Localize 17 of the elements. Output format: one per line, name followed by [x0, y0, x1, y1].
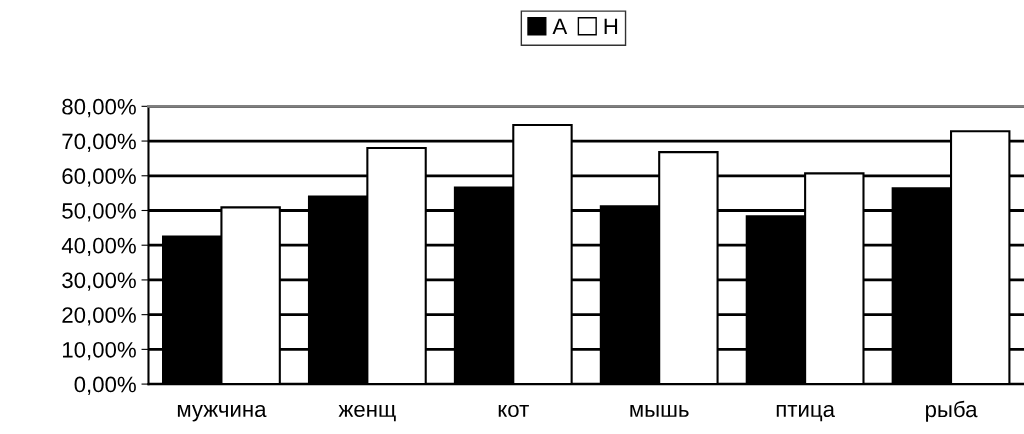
- y-tick-label: 50,00%: [62, 203, 136, 222]
- y-tick-label: 0,00%: [74, 376, 136, 395]
- x-tick-label: кот: [498, 404, 529, 418]
- y-tick-label: 80,00%: [62, 98, 136, 118]
- x-tick-label: мышь: [630, 405, 689, 417]
- y-tick-label: 20,00%: [62, 307, 136, 326]
- x-tick-label: птица: [776, 404, 835, 422]
- legend-label: А: [552, 18, 568, 34]
- x-tick-label: женщ: [338, 404, 396, 422]
- y-tick-label: 70,00%: [62, 133, 136, 152]
- x-tick-label: рыба: [926, 400, 978, 422]
- x-tick-label: мужчина: [177, 404, 267, 422]
- y-tick-label: 60,00%: [62, 168, 136, 187]
- y-tick-label: 30,00%: [62, 272, 136, 291]
- legend-label: Н: [604, 18, 618, 34]
- y-tick-label: 10,00%: [63, 341, 136, 361]
- y-tick-label: 40,00%: [61, 237, 136, 257]
